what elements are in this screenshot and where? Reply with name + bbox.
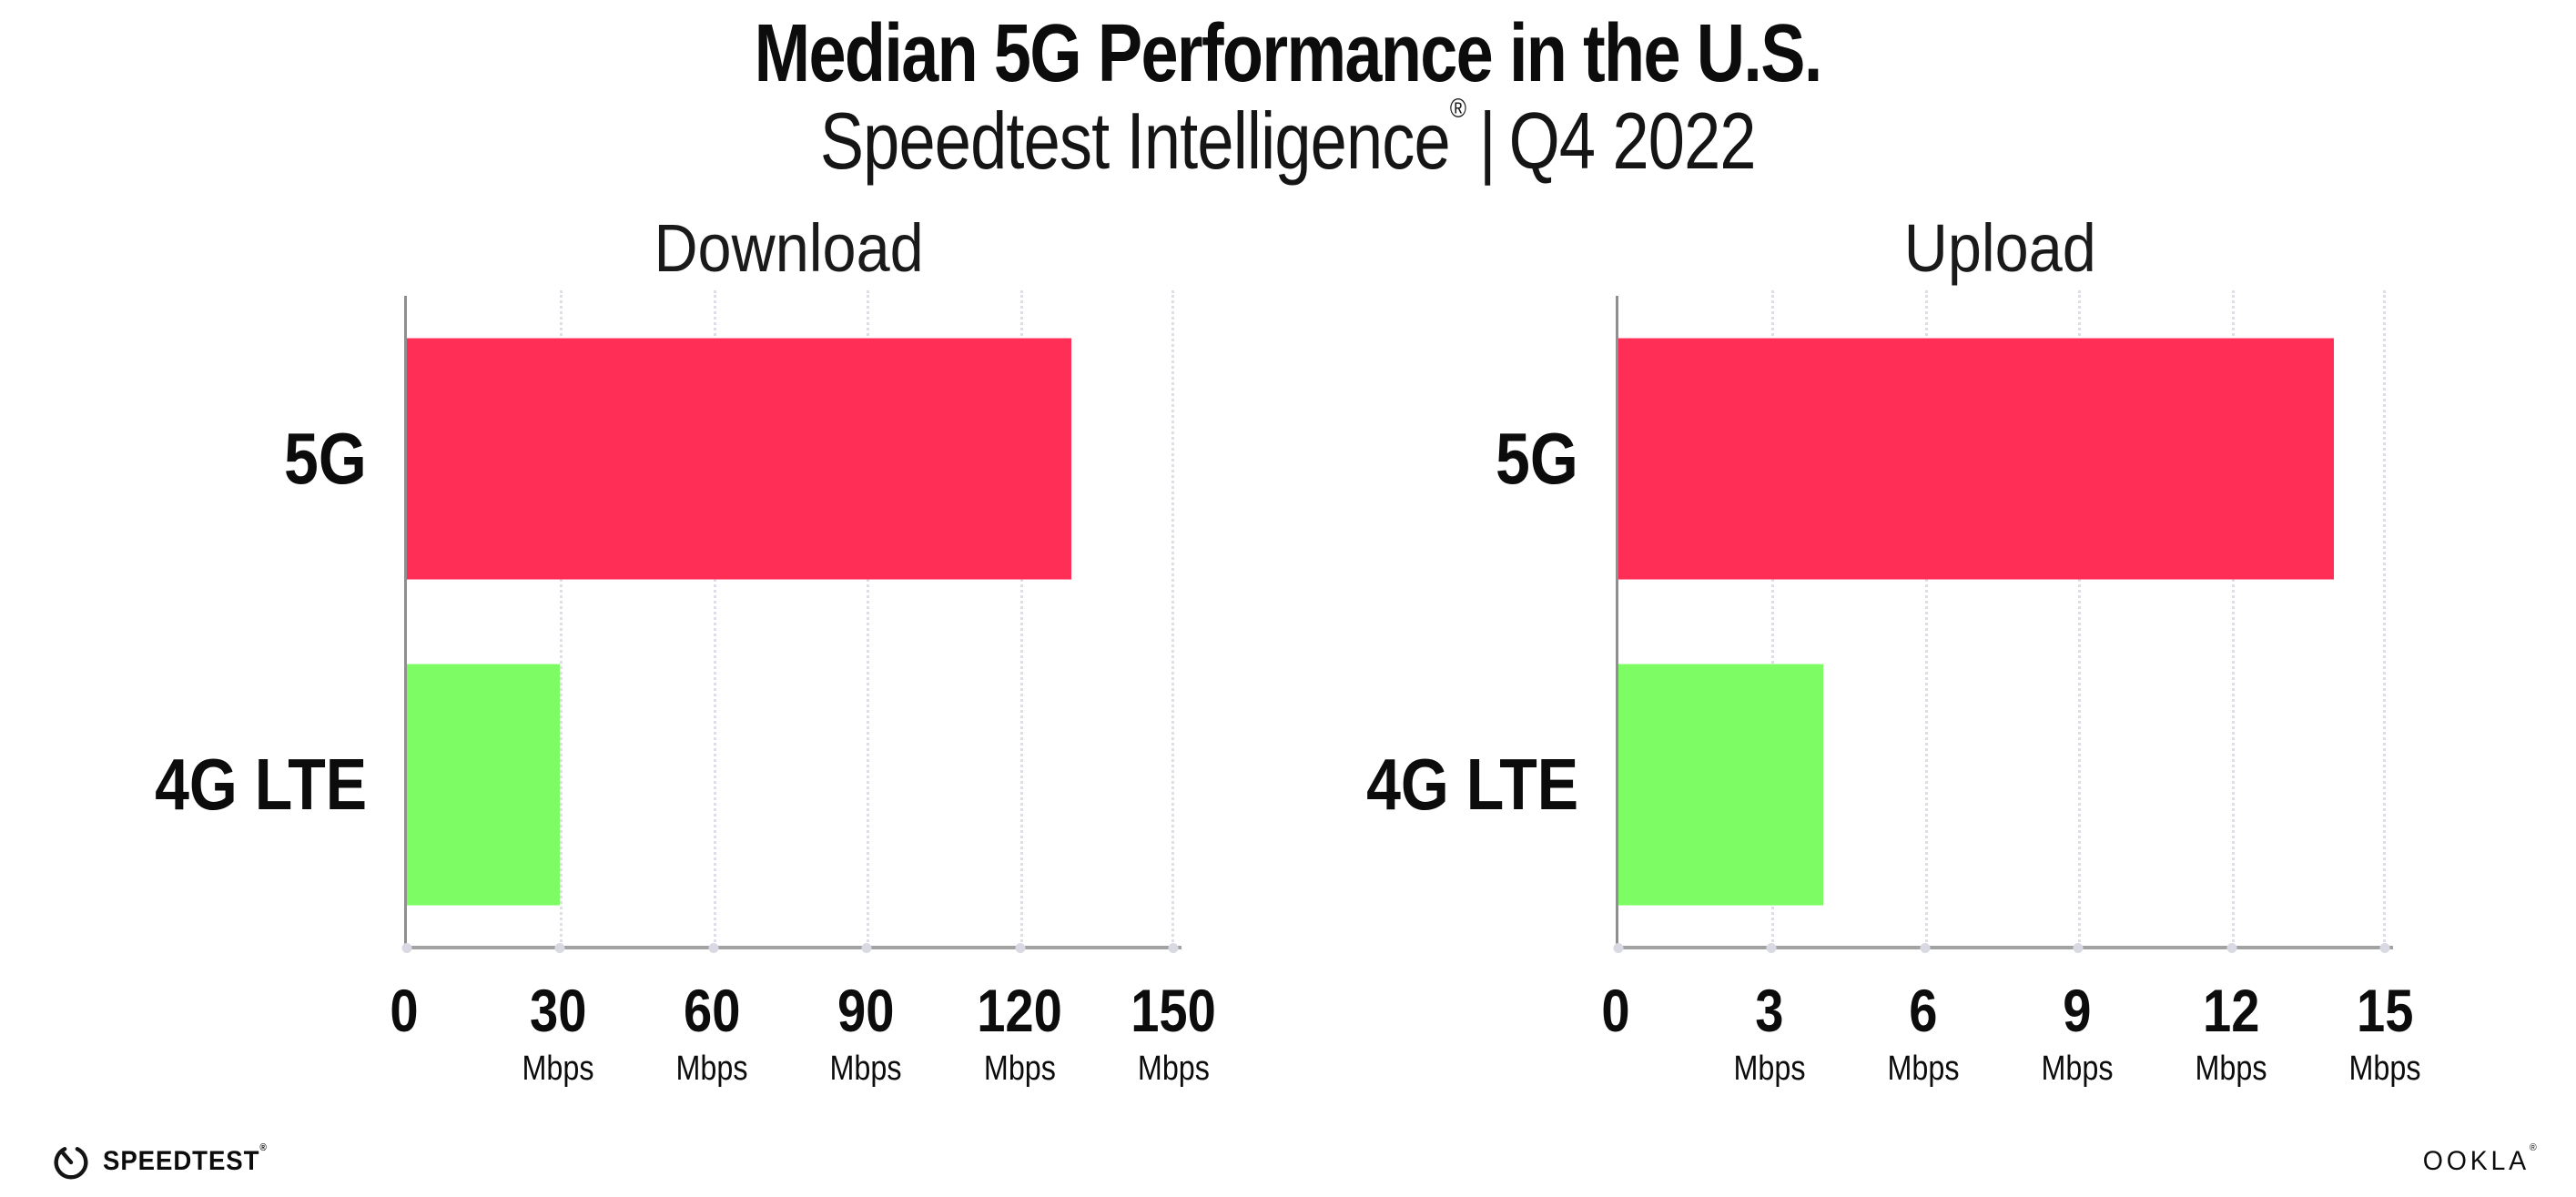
category-label-4g-lte: 4G LTE <box>1366 744 1578 825</box>
tick-dot <box>1920 943 1931 953</box>
gridline <box>1019 290 1023 948</box>
subtitle-separator: | <box>1479 96 1496 187</box>
gridline <box>867 290 870 948</box>
tick-label: 120 Mbps <box>977 977 1062 1088</box>
registered-mark: ® <box>1450 94 1466 125</box>
plot-area-download <box>401 290 1182 953</box>
speedtest-gauge-icon <box>54 1146 88 1180</box>
registered-mark: ® <box>259 1142 268 1153</box>
tick-label: 0 <box>390 977 419 1044</box>
plot-row-upload: 5G 4G LTE <box>1302 290 2393 953</box>
y-axis-labels: 5G 4G LTE <box>1302 296 1616 948</box>
tick-dot <box>1766 943 1777 953</box>
gridline <box>2383 290 2386 948</box>
tick-dot <box>1168 943 1179 953</box>
footer: SPEEDTEST® OOKLA® <box>50 1141 2540 1182</box>
tick-label: 60 Mbps <box>675 977 748 1088</box>
gridline <box>1171 290 1174 948</box>
tick-label: 3 Mbps <box>1733 977 1806 1088</box>
gridline <box>713 290 716 948</box>
plot-row-download: 5G 4G LTE <box>90 290 1182 953</box>
tick-dot <box>2379 943 2390 953</box>
x-axis-line <box>1616 946 2393 949</box>
bar-5g-download <box>407 338 1071 580</box>
gridline <box>1924 290 1928 948</box>
tick-label: 0 <box>1601 977 1630 1044</box>
bar-track-4g-lte <box>1618 622 2385 948</box>
y-axis-labels: 5G 4G LTE <box>90 296 404 948</box>
page-subtitle: Speedtest Intelligence® | Q4 2022 <box>0 95 2576 187</box>
tick-label: 90 Mbps <box>829 977 902 1088</box>
gridline <box>560 290 563 948</box>
chart-download: Download 5G 4G LTE <box>90 210 1216 1126</box>
bar-track-5g <box>407 296 1173 622</box>
tick-dot <box>1613 943 1624 953</box>
category-label-5g: 5G <box>284 418 367 499</box>
gridline <box>1771 290 1775 948</box>
header: Median 5G Performance in the U.S. Speedt… <box>0 8 2576 187</box>
bars-download <box>407 296 1173 948</box>
page-title: Median 5G Performance in the U.S. <box>0 8 2576 99</box>
chart-title-download: Download <box>654 210 924 286</box>
tick-label: 30 Mbps <box>522 977 594 1088</box>
bar-5g-upload <box>1618 338 2334 580</box>
ookla-wordmark: OOKLA® <box>2422 1142 2540 1176</box>
tick-label: 9 Mbps <box>2041 977 2114 1088</box>
tick-dot <box>861 943 872 953</box>
speedtest-wordmark: SPEEDTEST® <box>103 1142 268 1176</box>
gridline <box>2078 290 2082 948</box>
subtitle-brand: Speedtest Intelligence <box>820 96 1451 187</box>
bar-4g-lte-download <box>407 664 561 906</box>
charts-row: Download 5G 4G LTE <box>90 210 2420 1126</box>
bar-track-5g <box>1618 296 2385 622</box>
tick-label: 150 Mbps <box>1131 977 1216 1088</box>
tick-dot <box>401 943 412 953</box>
tick-dot <box>554 943 565 953</box>
subtitle-period: Q4 2022 <box>1508 96 1757 187</box>
registered-mark: ® <box>2529 1142 2540 1153</box>
bars-upload <box>1618 296 2385 948</box>
tick-label: 12 Mbps <box>2195 977 2267 1088</box>
x-axis-ticks-upload: 0 3 Mbps 6 Mbps 9 Mbps 12 Mbps 15 Mbps <box>1601 977 2420 1126</box>
category-label-4g-lte: 4G LTE <box>155 744 367 825</box>
x-axis-ticks-download: 0 30 Mbps 60 Mbps 90 Mbps 120 Mbps 150 M… <box>390 977 1215 1126</box>
page-subtitle-text: Speedtest Intelligence® | Q4 2022 <box>820 95 1757 187</box>
chart-upload: Upload 5G 4G LTE <box>1302 210 2420 1126</box>
tick-dot <box>2073 943 2084 953</box>
page-title-text: Median 5G Performance in the U.S. <box>754 8 1823 99</box>
gridline <box>2231 290 2235 948</box>
tick-label: 6 Mbps <box>1887 977 1960 1088</box>
tick-label: 15 Mbps <box>2348 977 2421 1088</box>
speedtest-logo: SPEEDTEST® <box>50 1141 281 1182</box>
tick-dot <box>2226 943 2237 953</box>
bar-4g-lte-upload <box>1618 664 1823 906</box>
bar-track-4g-lte <box>407 622 1173 948</box>
plot-area-upload <box>1613 290 2393 953</box>
tick-dot <box>1015 943 1026 953</box>
category-label-5g: 5G <box>1496 418 1578 499</box>
chart-title-upload: Upload <box>1903 210 2097 286</box>
tick-dot <box>708 943 719 953</box>
x-axis-line <box>404 946 1182 949</box>
